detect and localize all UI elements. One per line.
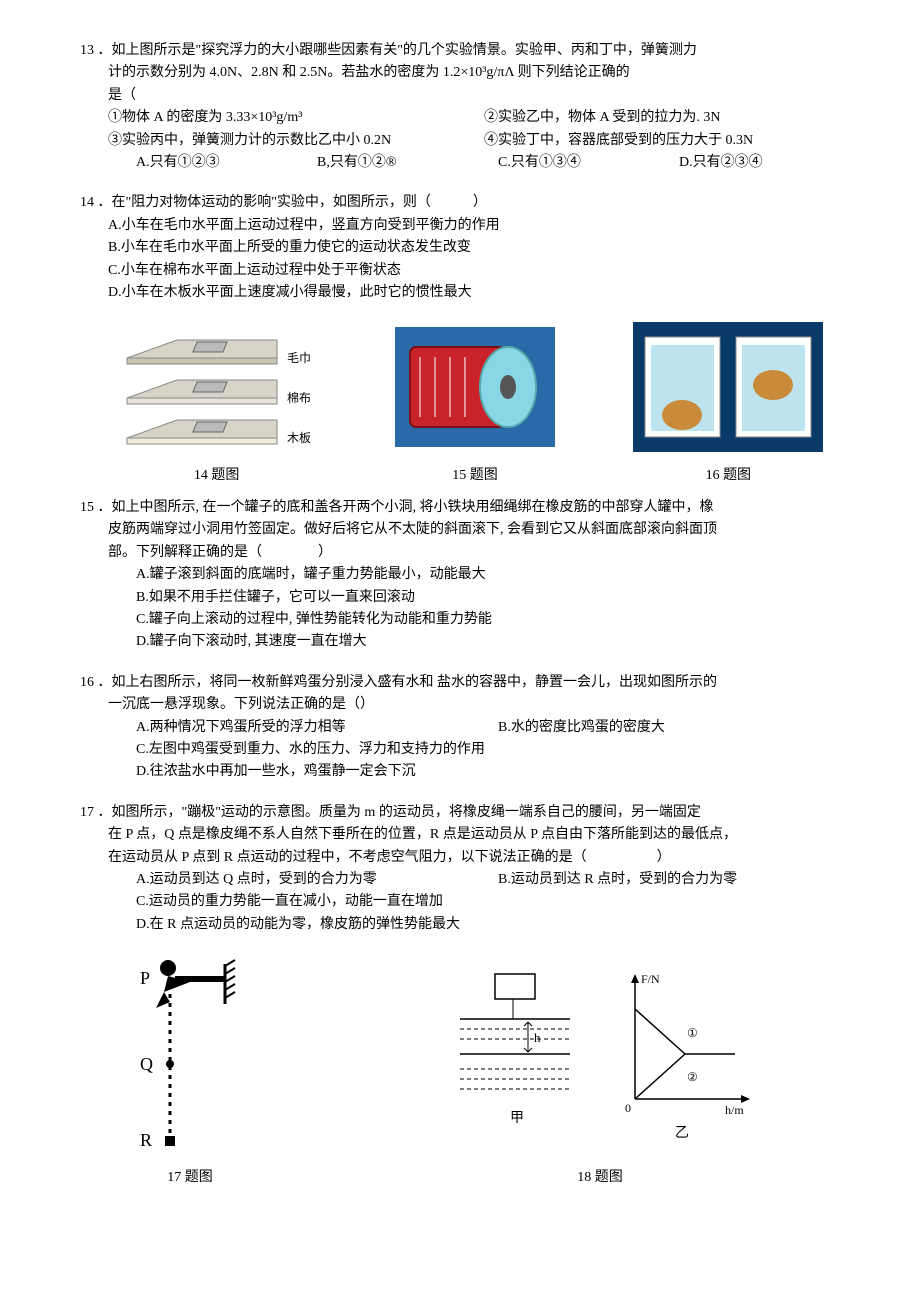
figure-17: P Q R 17 题图 xyxy=(120,954,260,1189)
q15-number: 15 xyxy=(80,500,94,515)
figure-15-caption: 15 题图 xyxy=(390,465,560,487)
q15-stem-line1: ．如上中图所示, 在一个罐子的底和盖各开两个小洞, 将小铁块用细绳绑在橡皮筋的中… xyxy=(98,500,714,515)
figure-18-svg: h 甲 F/N h/m 0 ① ② 乙 xyxy=(440,954,760,1154)
q15-stem: 15 ．如上中图所示, 在一个罐子的底和盖各开两个小洞, 将小铁块用细绳绑在橡皮… xyxy=(80,497,860,519)
q16-optC: C.左图中鸡蛋受到重力、水的压力、浮力和支持力的作用 xyxy=(136,739,860,761)
q16-stem-line2: 一沉底一悬浮现象。下列说法正确的是（） xyxy=(108,694,860,716)
question-14: 14 ．在"阻力对物体运动的影响"实验中，如图所示，则（ ） A.小车在毛巾水平… xyxy=(80,192,860,304)
q17-options: A.运动员到达 Q 点时，受到的合力为零 B.运动员到达 R 点时，受到的合力为… xyxy=(80,869,860,936)
figure-17-svg: P Q R xyxy=(120,954,260,1154)
q13-optB: B,只有①②® xyxy=(317,152,498,174)
q14-optA: A.小车在毛巾水平面上运动过程中，竖直方向受到平衡力的作用 xyxy=(108,215,860,237)
figure-17-caption: 17 题图 xyxy=(120,1167,260,1189)
q13-number: 13 xyxy=(80,43,94,58)
fig17-Q: Q xyxy=(140,1054,153,1074)
q14-optB: B.小车在毛巾水平面上所受的重力使它的运动状态发生改变 xyxy=(108,237,860,259)
fig18-c1: ① xyxy=(687,1026,698,1040)
fig14-label-c: 木板 xyxy=(287,431,311,445)
question-16: 16 ．如上右图所示，将同一枚新鲜鸡蛋分别浸入盛有水和 盐水的容器中，静置一会儿… xyxy=(80,672,860,784)
q13-stem-line2: 计的示数分别为 4.0N、2.8N 和 2.5N。若盐水的密度为 1.2×10³… xyxy=(108,62,860,84)
q16-optB: B.水的密度比鸡蛋的密度大 xyxy=(498,717,860,739)
q16-options: A.两种情况下鸡蛋所受的浮力相等 B.水的密度比鸡蛋的密度大 C.左图中鸡蛋受到… xyxy=(80,717,860,784)
figure-row-1: 毛巾 棉布 木板 14 题图 xyxy=(80,322,860,487)
q17-optC: C.运动员的重力势能一直在减小，动能一直在增加 xyxy=(136,891,860,913)
figure-14-svg: 毛巾 棉布 木板 xyxy=(117,322,317,452)
q13-stmt4: ④实验丁中，容器底部受到的压力大于 0.3N xyxy=(484,130,860,152)
q17-stem-cont: 在 P 点，Q 点是橡皮绳不系人自然下垂所在的位置，R 点是运动员从 P 点自由… xyxy=(80,824,860,869)
q16-stem: 16 ．如上右图所示，将同一枚新鲜鸡蛋分别浸入盛有水和 盐水的容器中，静置一会儿… xyxy=(80,672,860,694)
fig18-axisY: F/N xyxy=(641,972,660,986)
fig18-jia: 甲 xyxy=(510,1111,524,1126)
q14-stem-text: ．在"阻力对物体运动的影响"实验中，如图所示，则（ ） xyxy=(98,195,487,210)
q13-options: A.只有①②③ B,只有①②® C.只有①③④ D.只有②③④ xyxy=(80,152,860,174)
fig18-right: F/N h/m 0 ① ② 乙 xyxy=(625,972,750,1141)
figure-row-2: P Q R 17 题图 xyxy=(80,954,860,1189)
q13-statements-row2: ③实验丙中，弹簧测力计的示数比乙中小 0.2N ④实验丁中，容器底部受到的压力大… xyxy=(108,130,860,152)
figure-14: 毛巾 棉布 木板 14 题图 xyxy=(117,322,317,487)
q17-stem-line2: 在 P 点，Q 点是橡皮绳不系人自然下垂所在的位置，R 点是运动员从 P 点自由… xyxy=(108,824,860,846)
q15-optB: B.如果不用手拦住罐子，它可以一直来回滚动 xyxy=(136,587,860,609)
question-17: 17 ．如图所示，"蹦极"运动的示意图。质量为 m 的运动员，将橡皮绳一端系自己… xyxy=(80,802,860,936)
q13-stem: 13 ．如上图所示是"探究浮力的大小跟哪些因素有关"的几个实验情景。实验甲、丙和… xyxy=(80,40,860,62)
figure-16-caption: 16 题图 xyxy=(633,465,823,487)
q13-optA: A.只有①②③ xyxy=(136,152,317,174)
q15-stem-line2: 皮筋两端穿过小洞用竹签固定。做好后将它从不太陡的斜面滚下, 会看到它又从斜面底部… xyxy=(108,519,860,541)
q14-optD: D.小车在木板水平面上速度减小得最慢，此时它的惯性最大 xyxy=(108,282,860,304)
fig14-label-a: 毛巾 xyxy=(287,351,311,365)
q15-options: A.罐子滚到斜面的底端时，罐子重力势能最小，动能最大 B.如果不用手拦住罐子，它… xyxy=(80,564,860,654)
q16-optD: D.往浓盐水中再加一些水，鸡蛋静一定会下沉 xyxy=(136,761,860,783)
q17-stem: 17 ．如图所示，"蹦极"运动的示意图。质量为 m 的运动员，将橡皮绳一端系自己… xyxy=(80,802,860,824)
q13-stmt3: ③实验丙中，弹簧测力计的示数比乙中小 0.2N xyxy=(108,130,484,152)
q15-optC: C.罐子向上滚动的过程中, 弹性势能转化为动能和重力势能 xyxy=(136,609,860,631)
question-13: 13 ．如上图所示是"探究浮力的大小跟哪些因素有关"的几个实验情景。实验甲、丙和… xyxy=(80,40,860,174)
fig18-h: h xyxy=(534,1030,541,1045)
fig17-R: R xyxy=(140,1130,152,1150)
q13-optC: C.只有①③④ xyxy=(498,152,679,174)
q13-stmt1: ①物体 A 的密度为 3.33×10³g/m³ xyxy=(108,107,484,129)
figure-14-caption: 14 题图 xyxy=(117,465,317,487)
q16-optA: A.两种情况下鸡蛋所受的浮力相等 xyxy=(136,717,498,739)
q16-stem-cont: 一沉底一悬浮现象。下列说法正确的是（） xyxy=(80,694,860,716)
q16-stem-line1: ．如上右图所示，将同一枚新鲜鸡蛋分别浸入盛有水和 盐水的容器中，静置一会儿，出现… xyxy=(98,675,718,690)
q17-stem-line3: 在运动员从 P 点到 R 点运动的过程中，不考虑空气阻力，以下说法正确的是（ ） xyxy=(108,847,860,869)
figure-15: 15 题图 xyxy=(390,322,560,487)
fig18-yi: 乙 xyxy=(675,1125,689,1141)
q17-optD: D.在 R 点运动员的动能为零，橡皮筋的弹性势能最大 xyxy=(136,914,860,936)
figure-16-svg xyxy=(633,322,823,452)
q16-row1: A.两种情况下鸡蛋所受的浮力相等 B.水的密度比鸡蛋的密度大 xyxy=(136,717,860,739)
figure-18-caption: 18 题图 xyxy=(440,1167,760,1189)
q17-number: 17 xyxy=(80,805,94,820)
question-15: 15 ．如上中图所示, 在一个罐子的底和盖各开两个小洞, 将小铁块用细绳绑在橡皮… xyxy=(80,497,860,654)
q13-stem-line3: 是（ xyxy=(108,85,860,107)
q15-stem-line3: 部。下列解释正确的是（ ） xyxy=(108,542,860,564)
q16-number: 16 xyxy=(80,675,94,690)
figure-15-svg xyxy=(390,322,560,452)
q14-stem: 14 ．在"阻力对物体运动的影响"实验中，如图所示，则（ ） xyxy=(80,192,860,214)
q15-stem-cont: 皮筋两端穿过小洞用竹签固定。做好后将它从不太陡的斜面滚下, 会看到它又从斜面底部… xyxy=(80,519,860,564)
q14-options: A.小车在毛巾水平面上运动过程中，竖直方向受到平衡力的作用 B.小车在毛巾水平面… xyxy=(80,215,860,305)
q17-stem-line1: ．如图所示，"蹦极"运动的示意图。质量为 m 的运动员，将橡皮绳一端系自己的腰间… xyxy=(98,805,701,820)
fig18-left: h 甲 xyxy=(460,974,570,1126)
figure-16: 16 题图 xyxy=(633,322,823,487)
q17-optA: A.运动员到达 Q 点时，受到的合力为零 xyxy=(136,869,498,891)
q13-stmt2: ②实验乙中，物体 A 受到的拉力为. 3N xyxy=(484,107,860,129)
q13-optD: D.只有②③④ xyxy=(679,152,860,174)
figure-18: h 甲 F/N h/m 0 ① ② 乙 18 题图 xyxy=(440,954,760,1189)
fig17-P: P xyxy=(140,968,150,988)
q14-number: 14 xyxy=(80,195,94,210)
q17-optB: B.运动员到达 R 点时，受到的合力为零 xyxy=(498,869,860,891)
fig18-c2: ② xyxy=(687,1070,698,1084)
q13-statements-row1: ①物体 A 的密度为 3.33×10³g/m³ ②实验乙中，物体 A 受到的拉力… xyxy=(108,107,860,129)
fig14-label-b: 棉布 xyxy=(287,391,311,405)
fig18-zero: 0 xyxy=(625,1101,631,1115)
q15-optD: D.罐子向下滚动时, 其速度一直在增大 xyxy=(136,631,860,653)
q13-stem-cont: 计的示数分别为 4.0N、2.8N 和 2.5N。若盐水的密度为 1.2×10³… xyxy=(80,62,860,152)
q17-row1: A.运动员到达 Q 点时，受到的合力为零 B.运动员到达 R 点时，受到的合力为… xyxy=(136,869,860,891)
q13-stem-line1: ．如上图所示是"探究浮力的大小跟哪些因素有关"的几个实验情景。实验甲、丙和丁中，… xyxy=(98,43,697,58)
q15-optA: A.罐子滚到斜面的底端时，罐子重力势能最小，动能最大 xyxy=(136,564,860,586)
q14-optC: C.小车在棉布水平面上运动过程中处于平衡状态 xyxy=(108,260,860,282)
fig18-axisX: h/m xyxy=(725,1103,744,1117)
